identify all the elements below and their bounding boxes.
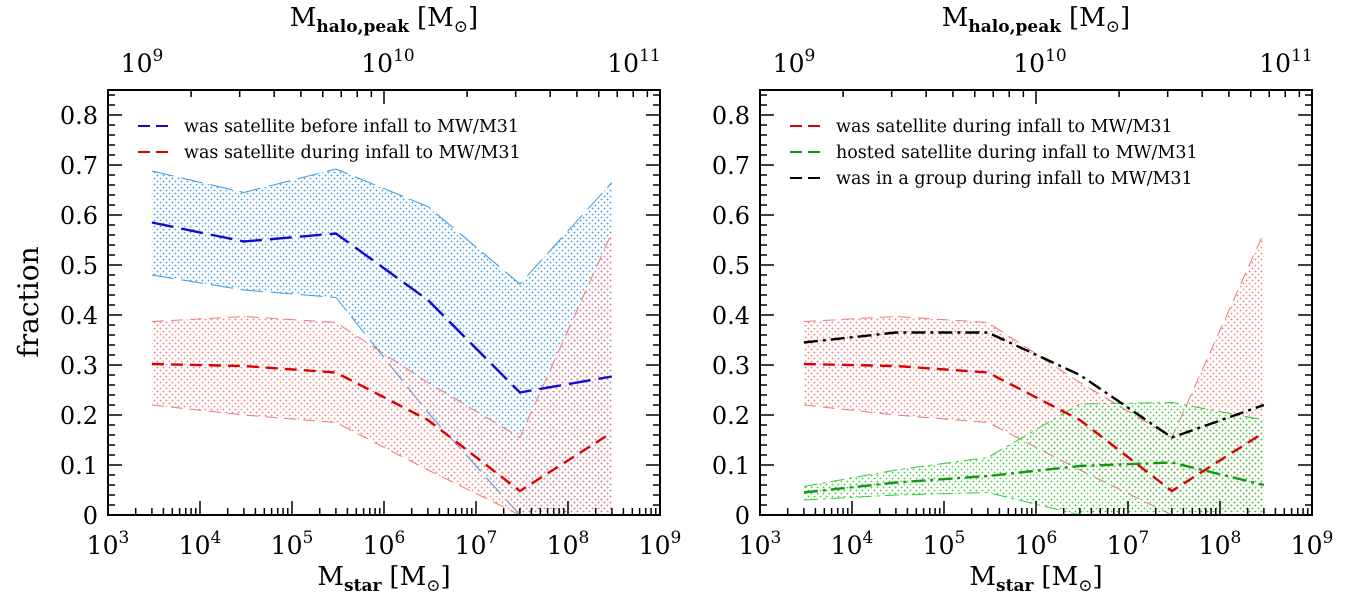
right-bands	[803, 232, 1265, 516]
left-top-tick-label: 1010	[361, 46, 414, 78]
left-legend-label: was satellite before infall to MW/M31	[184, 117, 519, 137]
left-x-tick-label: 108	[547, 528, 590, 560]
right-y-tick-label: 0.3	[712, 352, 750, 380]
right-series-line-2	[803, 331, 1265, 439]
left-series-line-0	[151, 221, 613, 394]
left-y-tick-labels: 0 0.1 0.2 0.3 0.4 0.5 0.6 0.7 0.8	[60, 102, 98, 530]
left-x-tick-label: 109	[639, 528, 682, 560]
left-top-tick-label: 109	[121, 46, 164, 78]
right-y-tick-label: 0.5	[712, 252, 750, 280]
right-band-upper-0	[803, 232, 1265, 439]
left-y-tick-label: 0.8	[60, 102, 98, 130]
right-x-tick-label: 105	[923, 528, 966, 560]
right-top-tick-label: 1010	[1013, 46, 1066, 78]
right-x-tick-label: 104	[831, 528, 874, 560]
left-top-tick-label: 1011	[607, 46, 660, 78]
left-x-tick-label: 104	[179, 528, 222, 560]
left-y-tick-label: 0	[83, 502, 98, 530]
left-x-tick-label: 106	[363, 528, 406, 560]
right-top-tick-label: 109	[773, 46, 816, 78]
left-series-line-1	[151, 362, 613, 493]
left-y-tick-label: 0.1	[60, 452, 98, 480]
right-y-tick-label: 0.8	[712, 102, 750, 130]
left-legend-label: was satellite during infall to MW/M31	[184, 143, 521, 163]
right-y-tick-label: 0.7	[712, 152, 750, 180]
right-legend-label: hosted satellite during infall to MW/M31	[836, 143, 1198, 163]
right-x-tick-label: 107	[1107, 528, 1150, 560]
right-lines	[803, 331, 1265, 494]
right-y-tick-label: 0	[735, 502, 750, 530]
right-legend-label: was in a group during infall to MW/M31	[836, 169, 1193, 189]
left-lines	[151, 221, 613, 493]
left-y-tick-label: 0.2	[60, 402, 98, 430]
left-top-tick-labels: 109 1010 1011	[121, 46, 661, 78]
right-y-tick-label: 0.2	[712, 402, 750, 430]
left-band-1	[151, 232, 612, 515]
left-x-tick-labels: 103 104 105 106 107 108 109	[87, 528, 682, 560]
left-y-tick-label: 0.3	[60, 352, 98, 380]
left-panel: 00.10.20.30.40.50.60.70.8 103 104 105 106 10…	[60, 3, 681, 594]
left-x-tick-label: 105	[271, 528, 314, 560]
right-band-1	[803, 402, 1264, 515]
right-x-tick-label: 109	[1291, 528, 1334, 560]
right-series-line-1	[803, 461, 1265, 494]
left-x-axis-label: Mstar [M⊙]	[317, 562, 450, 594]
left-bands	[151, 168, 613, 516]
right-panel: 00.10.20.30.40.50.60.70.8 103 104 105 106 10…	[712, 3, 1333, 594]
y-axis-label: fraction	[12, 246, 45, 357]
left-y-tick-label: 0.7	[60, 152, 98, 180]
right-y-tick-label: 0.1	[712, 452, 750, 480]
left-y-tick-label: 0.4	[60, 302, 98, 330]
right-x-tick-label: 108	[1199, 528, 1242, 560]
right-legend-label: was satellite during infall to MW/M31	[836, 117, 1173, 137]
right-x-tick-label: 106	[1015, 528, 1058, 560]
left-band-upper-0	[151, 168, 613, 285]
right-x-tick-labels: 103 104 105 106 107 108 109	[739, 528, 1334, 560]
right-y-tick-labels: 0 0.1 0.2 0.3 0.4 0.5 0.6 0.7 0.8	[712, 102, 750, 530]
left-ticks	[107, 90, 661, 516]
left-x-tick-label: 107	[455, 528, 498, 560]
left-x-tick-label: 103	[87, 528, 130, 560]
left-y-tick-label: 0.5	[60, 252, 98, 280]
right-top-axis-label: Mhalo,peak [M⊙]	[942, 3, 1130, 37]
right-ticks	[759, 90, 1313, 516]
right-y-tick-label: 0.6	[712, 202, 750, 230]
right-top-tick-labels: 109 1010 1011	[773, 46, 1313, 78]
right-x-tick-label: 103	[739, 528, 782, 560]
left-band-upper-1	[151, 232, 613, 439]
right-legend: was satellite during infall to MW/M31 hos…	[790, 117, 1198, 189]
left-legend: was satellite before infall to MW/M31 was…	[138, 117, 521, 163]
right-top-tick-label: 1011	[1259, 46, 1312, 78]
right-series-line-0	[803, 362, 1265, 493]
left-top-axis-label: Mhalo,peak [M⊙]	[290, 3, 478, 37]
right-y-tick-label: 0.4	[712, 302, 750, 330]
right-x-axis-label: Mstar [M⊙]	[969, 562, 1102, 594]
left-y-tick-label: 0.6	[60, 202, 98, 230]
